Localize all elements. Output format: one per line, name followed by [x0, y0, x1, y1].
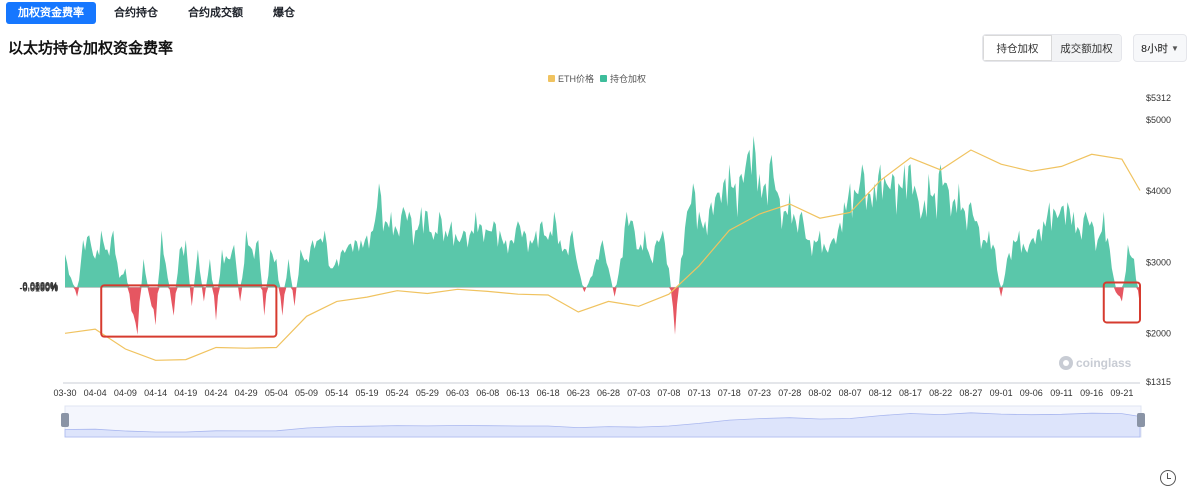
x-tick-label: 09-16 [1080, 388, 1103, 398]
x-tick-label: 08-12 [869, 388, 892, 398]
interval-label: 8小时 [1141, 42, 1168, 55]
x-tick-label: 07-13 [688, 388, 711, 398]
tab-open-interest[interactable]: 合约持仓 [114, 7, 158, 19]
x-tick-label: 08-07 [839, 388, 862, 398]
interval-select[interactable]: 8小时 ▼ [1133, 34, 1187, 62]
left-y-axis: 0.0200%0.0150%0.0100%0.0050%0%-0.0050%-0… [19, 280, 58, 293]
x-tick-label: 07-03 [627, 388, 650, 398]
weight-toggle: 持仓加权 成交额加权 [982, 34, 1122, 62]
navigator-right-handle[interactable] [1137, 413, 1145, 427]
x-tick-label: 09-21 [1110, 388, 1133, 398]
funding-negative-area [65, 287, 1140, 335]
x-tick-label: 08-02 [808, 388, 831, 398]
funding-positive-area [65, 135, 1140, 288]
tab-weighted-funding-rate[interactable]: 加权资金费率 [6, 2, 96, 24]
tab-volume[interactable]: 合约成交额 [188, 7, 243, 19]
x-tick-label: 05-19 [355, 388, 378, 398]
x-tick-label: 06-18 [537, 388, 560, 398]
y-left-tick-label: 0% [45, 282, 58, 292]
y-right-tick-label: $5000 [1146, 115, 1171, 125]
x-tick-label: 05-04 [265, 388, 288, 398]
y-left-tick-label: -0.0100% [19, 283, 58, 293]
x-tick-label: 04-29 [235, 388, 258, 398]
funding-rate-chart[interactable]: ETH价格 持仓加权 0.0200%0.0150%0.0100%0.0050%0… [0, 64, 1199, 440]
highlight-boxes [100, 281, 1141, 338]
eth-price-line [64, 149, 1141, 361]
x-tick-label: 04-19 [174, 388, 197, 398]
x-axis: 03-30 04-04 04-09 04-14 04-19 04-24 04-29 05-04… [53, 388, 1133, 398]
clock-icon[interactable] [1160, 470, 1176, 486]
navigator-left-handle[interactable] [61, 413, 69, 427]
x-tick-label: 09-11 [1050, 388, 1072, 398]
highlight-box [1102, 281, 1141, 324]
x-tick-label: 07-18 [718, 388, 741, 398]
x-tick-label: 06-28 [597, 388, 620, 398]
coinglass-watermark: coinglass [1059, 356, 1132, 370]
x-tick-label: 03-30 [53, 388, 76, 398]
highlight-box [100, 284, 278, 338]
x-tick-label: 09-06 [1020, 388, 1043, 398]
x-tick-label: 08-17 [899, 388, 922, 398]
x-tick-label: 04-04 [84, 388, 107, 398]
tab-liquidation[interactable]: 爆仓 [273, 7, 295, 19]
chevron-down-icon: ▼ [1170, 43, 1179, 53]
x-tick-label: 05-24 [386, 388, 409, 398]
y-left-tick-label: 0.0200% [22, 280, 58, 290]
y-left-tick-label: -0.0050% [19, 283, 58, 293]
x-tick-label: 09-01 [990, 388, 1013, 398]
x-tick-label: 04-24 [204, 388, 227, 398]
x-tick-label: 06-03 [446, 388, 469, 398]
navigator[interactable] [61, 405, 1145, 438]
legend-oi-label[interactable]: 持仓加权 [610, 73, 646, 84]
x-tick-label: 06-23 [567, 388, 590, 398]
x-tick-label: 07-23 [748, 388, 771, 398]
top-tabs: 加权资金费率 合约持仓 合约成交额 爆仓 [6, 2, 307, 24]
volume-weighted-button[interactable]: 成交额加权 [1052, 35, 1121, 61]
y-right-tick-label: $1315 [1146, 377, 1171, 387]
y-right-tick-label: $5312 [1146, 93, 1171, 103]
x-tick-label: 08-22 [929, 388, 952, 398]
y-left-tick-label: 0.0150% [22, 281, 58, 291]
x-tick-label: 05-29 [416, 388, 439, 398]
y-right-tick-label: $3000 [1146, 257, 1171, 267]
oi-weighted-button[interactable]: 持仓加权 [983, 35, 1052, 61]
x-tick-label: 05-14 [325, 388, 348, 398]
x-tick-label: 06-08 [476, 388, 499, 398]
page-title: 以太坊持仓加权资金费率 [8, 40, 174, 57]
x-tick-label: 07-08 [657, 388, 680, 398]
right-y-axis: $5312 $5000 $4000 $3000 $2000 $1315 [1146, 93, 1171, 387]
x-tick-label: 08-27 [959, 388, 982, 398]
x-tick-label: 04-09 [114, 388, 137, 398]
y-right-tick-label: $2000 [1146, 328, 1171, 338]
x-tick-label: 04-14 [144, 388, 167, 398]
legend-eth-swatch [548, 75, 555, 82]
x-tick-label: 06-13 [506, 388, 529, 398]
navigator-area [64, 412, 1141, 438]
legend-oi-swatch [600, 75, 607, 82]
x-tick-label: 05-09 [295, 388, 318, 398]
legend-eth-label[interactable]: ETH价格 [558, 73, 594, 84]
legend: ETH价格 持仓加权 [548, 73, 646, 84]
y-left-tick-label: 0.0050% [22, 282, 58, 292]
y-left-tick-label: 0.0100% [22, 281, 58, 291]
watermark-text: coinglass [1076, 356, 1132, 370]
x-tick-label: 07-28 [778, 388, 801, 398]
y-right-tick-label: $4000 [1146, 186, 1171, 196]
